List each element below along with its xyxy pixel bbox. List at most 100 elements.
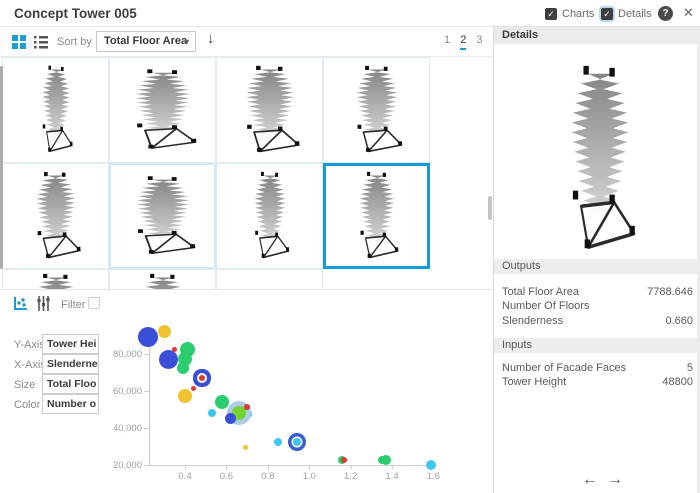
details-checkbox-label: Details (618, 8, 652, 20)
data-point[interactable] (157, 324, 171, 338)
input-label: Number of Facade Faces (502, 362, 627, 374)
data-point[interactable] (244, 404, 250, 410)
data-point[interactable] (215, 394, 230, 409)
tower-rendering (10, 270, 102, 290)
outputs-section-header: Outputs (494, 259, 700, 274)
design-grid (0, 56, 493, 290)
previous-design-arrow[interactable]: ← (582, 471, 598, 488)
parallel-coordinates-icon[interactable] (36, 296, 51, 311)
data-point[interactable] (341, 457, 348, 463)
data-point[interactable] (225, 413, 237, 425)
size-dropdown[interactable]: Total Floo (42, 374, 99, 394)
x-axis-tick (350, 465, 352, 469)
pagination: 1 2 3 (444, 34, 490, 50)
sort-direction-icon[interactable]: ↓ (207, 30, 215, 47)
data-point[interactable] (242, 408, 253, 419)
design-thumbnail-2[interactable] (109, 57, 216, 163)
x-axis-tick-label: 1.4 (385, 471, 399, 482)
x-axis-tick (392, 465, 393, 469)
x-axis-tick-label: 1.2 (343, 471, 358, 482)
data-point[interactable] (176, 362, 189, 375)
x-axis-tick-label: 0.8 (261, 471, 275, 482)
size-label: Size (14, 379, 36, 391)
data-point[interactable] (190, 386, 196, 392)
grid-empty-cell (216, 269, 323, 290)
y-axis-tick-label: 60,000 (112, 386, 142, 397)
chevron-down-icon: ▾ (184, 37, 189, 46)
design-thumbnail-9[interactable] (2, 269, 109, 290)
data-point[interactable] (274, 438, 283, 447)
data-point[interactable] (426, 460, 437, 470)
scatter-chart-icon[interactable] (13, 296, 28, 311)
y-axis-tick-label: 80,000 (112, 349, 142, 360)
tower-rendering (109, 173, 216, 259)
y-axis-tick (144, 354, 149, 355)
data-point[interactable] (380, 455, 391, 465)
chart-panel: Filter Y-Axis Tower Hei X-Axis Slenderne… (0, 289, 493, 493)
tower-rendering (341, 168, 413, 264)
design-thumbnail-7[interactable] (216, 163, 323, 269)
tower-rendering (334, 62, 419, 158)
page-3[interactable]: 3 (476, 34, 483, 46)
filter-checkbox[interactable] (88, 297, 100, 309)
next-design-arrow[interactable]: → (607, 471, 623, 488)
design-thumbnail-3[interactable] (216, 57, 323, 163)
close-icon[interactable]: ✕ (683, 5, 694, 20)
x-axis-tick-label: 1.6 (426, 471, 440, 482)
sort-dropdown[interactable]: Total Floor Area ▾ (96, 31, 196, 52)
grid-scrollbar-right-thumb[interactable] (488, 196, 492, 220)
input-row: Number of Facade Faces 5 (494, 361, 700, 375)
tower-rendering (117, 270, 209, 290)
page-2[interactable]: 2 (460, 34, 467, 50)
grid-scrollbar-left-thumb[interactable] (0, 66, 3, 269)
data-point[interactable] (292, 438, 301, 447)
design-thumbnail-1[interactable] (2, 57, 109, 163)
design-thumbnail-4[interactable] (323, 57, 430, 163)
charts-checkbox[interactable]: ✓ (545, 8, 557, 20)
data-point[interactable] (172, 346, 178, 352)
output-value: 7788.646 (647, 286, 693, 298)
x-axis-tick-label: 1.0 (302, 471, 316, 482)
tower-rendering (26, 61, 84, 159)
design-thumbnail-5[interactable] (2, 163, 109, 269)
x-axis-tick (226, 465, 228, 469)
data-point[interactable] (207, 409, 216, 417)
output-row: Slenderness 0.660 (494, 314, 700, 328)
design-thumbnail-6-highlighted[interactable] (109, 163, 216, 269)
grid-view-icon[interactable] (12, 35, 26, 49)
list-view-icon[interactable] (34, 35, 48, 49)
x-axis-tick-label: 0.4 (178, 471, 192, 482)
data-point[interactable] (137, 326, 158, 347)
design-thumbnail-8-selected[interactable] (323, 163, 430, 269)
data-point[interactable] (178, 388, 192, 403)
output-row: Total Floor Area 7788.646 (494, 285, 700, 299)
data-point[interactable] (158, 350, 178, 370)
y-axis-tick-label: 40,000 (112, 423, 142, 434)
data-point[interactable] (242, 444, 248, 450)
x-axis-label: X-Axis (14, 359, 46, 371)
x-axis-tick-label: 0.6 (219, 471, 233, 482)
y-axis-label: Y-Axis (14, 339, 45, 351)
x-axis-tick (309, 465, 311, 469)
design-thumbnail-10[interactable] (109, 269, 216, 290)
output-label: Slenderness (502, 315, 564, 327)
details-checkbox[interactable]: ✓ (601, 8, 613, 20)
details-panel-header: Details (494, 27, 700, 44)
scatter-plot: 20,000 40,000 60,000 80,000 0.4 0.6 0.8 1.0 1.2 1… (0, 290, 493, 493)
color-dropdown[interactable]: Number o (42, 394, 99, 414)
y-axis-tick (144, 391, 149, 392)
input-value: 48800 (662, 376, 693, 388)
x-axis-dropdown[interactable]: Slenderne (42, 354, 99, 374)
page-1[interactable]: 1 (444, 34, 451, 46)
x-axis-tick (267, 465, 269, 469)
x-axis-tick (185, 465, 186, 469)
x-axis-line (149, 465, 436, 466)
charts-checkbox-label: Charts (562, 8, 595, 20)
help-icon[interactable]: ? (658, 6, 673, 21)
y-axis-line (149, 336, 150, 465)
y-axis-dropdown[interactable]: Tower Hei (42, 334, 99, 354)
details-scrollbar-track[interactable] (697, 44, 700, 493)
data-point[interactable] (198, 375, 205, 382)
page-title: Concept Tower 005 (14, 6, 137, 21)
